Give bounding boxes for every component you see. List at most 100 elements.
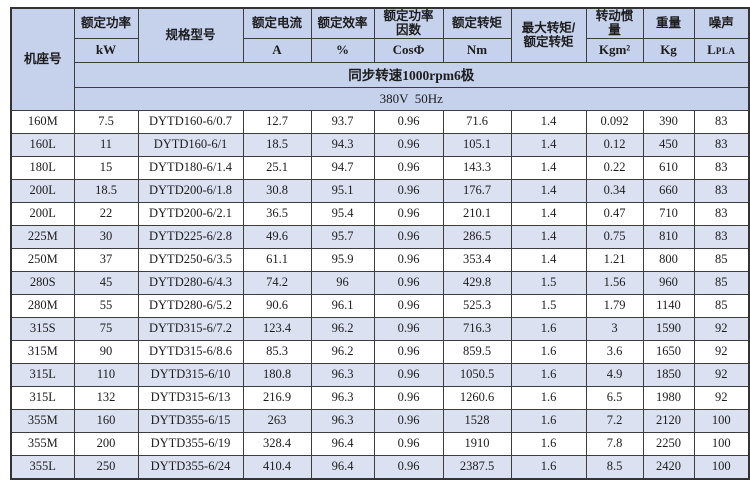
cell: 1.79 bbox=[585, 293, 644, 318]
cell: 110 bbox=[73, 362, 139, 387]
cell: 180L bbox=[10, 155, 75, 180]
cell: 92 bbox=[693, 316, 750, 341]
cell: 37 bbox=[73, 247, 139, 272]
cell: 180.8 bbox=[242, 362, 312, 387]
cell: 0.22 bbox=[585, 155, 644, 180]
cell: 25.1 bbox=[242, 155, 312, 180]
cell: 355M bbox=[10, 431, 75, 456]
unit-percent: % bbox=[310, 37, 375, 63]
header-row-voltage: 380V 50Hz bbox=[11, 86, 750, 111]
cell: 225M bbox=[10, 224, 75, 249]
sync-speed-banner: 同步转速1000rpm6极 bbox=[73, 61, 750, 88]
cell: 200L bbox=[10, 201, 75, 226]
cell: 1910 bbox=[442, 431, 512, 456]
cell: 143.3 bbox=[442, 155, 512, 180]
cell: 1.4 bbox=[510, 178, 587, 203]
cell: 12.7 bbox=[242, 109, 312, 134]
col-header-noise: 噪声 bbox=[693, 7, 750, 39]
header-row-names: 机座号 额定功率 规格型号 额定电流 额定效率 额定功率 因数 额定转矩 最大转… bbox=[10, 7, 750, 111]
cell: 0.96 bbox=[373, 201, 444, 226]
cell: 0.96 bbox=[373, 224, 444, 249]
cell: 710 bbox=[642, 201, 695, 226]
unit-lpla-sub: PLA bbox=[715, 46, 736, 57]
cell: 1.4 bbox=[510, 109, 587, 134]
cell: 0.34 bbox=[585, 178, 644, 203]
cell: 2387.5 bbox=[442, 454, 512, 480]
unit-kw: kW bbox=[73, 37, 139, 63]
col-header-frame-size: 机座号 bbox=[10, 7, 75, 111]
cell: 800 bbox=[642, 247, 695, 272]
cell: 55 bbox=[73, 293, 139, 318]
cell: 85 bbox=[693, 293, 750, 318]
cell: DYTD200-6/1.8 bbox=[137, 178, 244, 203]
cell: 92 bbox=[693, 362, 750, 387]
cell: DYTD315-6/13 bbox=[137, 385, 244, 410]
cell: 210.1 bbox=[442, 201, 512, 226]
cell: 30.8 bbox=[242, 178, 312, 203]
cell: 96.2 bbox=[310, 339, 375, 364]
cell: 280S bbox=[10, 270, 75, 295]
cell: 90.6 bbox=[242, 293, 312, 318]
cell: 0.96 bbox=[373, 293, 444, 318]
cell: 0.96 bbox=[373, 316, 444, 341]
cell: 1.4 bbox=[510, 224, 587, 249]
cell: 0.96 bbox=[373, 454, 444, 480]
cell: 7.5 bbox=[73, 109, 139, 134]
cell: 315L bbox=[10, 385, 75, 410]
cell: 1.6 bbox=[510, 454, 587, 480]
col-header-rated-torque: 额定转矩 bbox=[442, 7, 512, 39]
voltage-text: 380V 50Hz bbox=[379, 90, 443, 106]
table-row: 250M 37 DYTD250-6/3.5 61.1 95.9 0.96 353.4 1.4 1… bbox=[10, 247, 750, 272]
cell: DYTD225-6/2.8 bbox=[137, 224, 244, 249]
unit-nm: Nm bbox=[442, 37, 512, 63]
cell: 0.96 bbox=[373, 339, 444, 364]
cell: DYTD180-6/1.4 bbox=[137, 155, 244, 180]
col-header-weight: 重量 bbox=[642, 7, 695, 39]
col-header-rated-efficiency: 额定效率 bbox=[310, 7, 375, 39]
cell: 123.4 bbox=[242, 316, 312, 341]
table-row: 315S 75 DYTD315-6/7.2 123.4 96.2 0.96 716.3 1.6… bbox=[10, 316, 750, 341]
cell: 71.6 bbox=[442, 109, 512, 134]
cell: 49.6 bbox=[242, 224, 312, 249]
cell: DYTD250-6/3.5 bbox=[137, 247, 244, 272]
cell: 250M bbox=[10, 247, 75, 272]
cell: 36.5 bbox=[242, 201, 312, 226]
table-row: 355M 200 DYTD355-6/19 328.4 96.4 0.96 1910 1.6 7… bbox=[10, 431, 750, 456]
cell: 85 bbox=[693, 247, 750, 272]
cell: 0.96 bbox=[373, 385, 444, 410]
table-row: 280S 45 DYTD280-6/4.3 74.2 96 0.96 429.8 1.5 1.5… bbox=[10, 270, 750, 295]
table-row: 160M 7.5 DYTD160-6/0.7 12.7 93.7 0.96 71.6 1.4 0… bbox=[10, 109, 750, 134]
table-row: 355M 160 DYTD355-6/15 263 96.3 0.96 1528 1.6 7.2… bbox=[10, 408, 750, 433]
header-row-units: kW A % CosΦ Nm Kgm² Kg LPLA bbox=[11, 37, 750, 63]
cell: 0.96 bbox=[373, 270, 444, 295]
cell: 1.4 bbox=[510, 155, 587, 180]
cell: 200 bbox=[73, 431, 139, 456]
cell: 0.96 bbox=[373, 362, 444, 387]
cell: 11 bbox=[73, 132, 139, 157]
cell: 22 bbox=[73, 201, 139, 226]
cell: 96.3 bbox=[310, 385, 375, 410]
cell: 96.4 bbox=[310, 454, 375, 480]
cell: 95.7 bbox=[310, 224, 375, 249]
cell: 410.4 bbox=[242, 454, 312, 480]
cell: 1.6 bbox=[510, 362, 587, 387]
cell: 18.5 bbox=[242, 132, 312, 157]
cell: 176.7 bbox=[442, 178, 512, 203]
cell: 1050.5 bbox=[442, 362, 512, 387]
cell: 160M bbox=[10, 109, 75, 134]
cell: 83 bbox=[693, 178, 750, 203]
table-row: 315L 132 DYTD315-6/13 216.9 96.3 0.96 1260.6 1.… bbox=[10, 385, 750, 410]
cell: DYTD355-6/15 bbox=[137, 408, 244, 433]
cell: 3 bbox=[585, 316, 644, 341]
cell: 216.9 bbox=[242, 385, 312, 410]
cell: DYTD355-6/19 bbox=[137, 431, 244, 456]
cell: 280M bbox=[10, 293, 75, 318]
cell: 93.7 bbox=[310, 109, 375, 134]
cell: 525.3 bbox=[442, 293, 512, 318]
cell: 315L bbox=[10, 362, 75, 387]
cell: 45 bbox=[73, 270, 139, 295]
cell: 716.3 bbox=[442, 316, 512, 341]
cell: 1528 bbox=[442, 408, 512, 433]
col-header-max-torque-ratio: 最大转矩/ 额定转矩 bbox=[510, 7, 587, 63]
cell: 18.5 bbox=[73, 178, 139, 203]
